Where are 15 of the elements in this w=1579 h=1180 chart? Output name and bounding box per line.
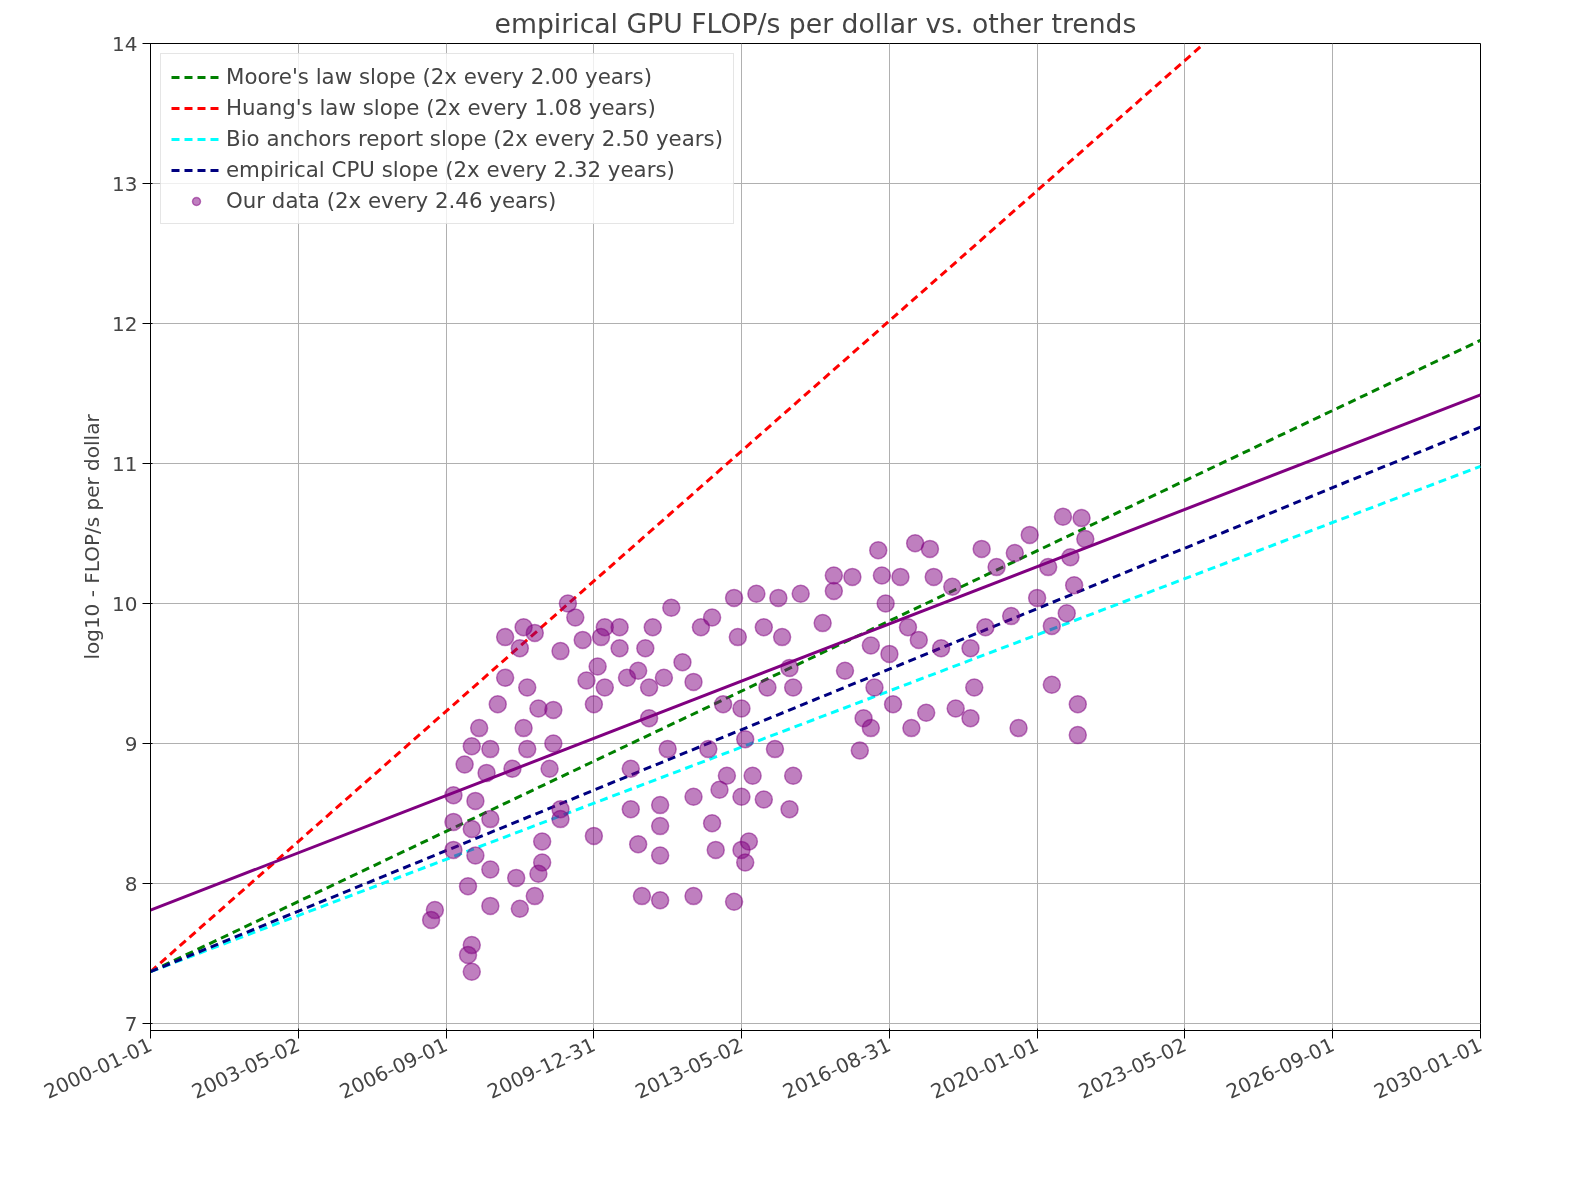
y-tick-label: 14: [112, 31, 138, 56]
legend-label: Bio anchors report slope (2x every 2.50 years): [226, 126, 723, 151]
y-axis-title: log10 - FLOP/s per dollar: [80, 413, 105, 660]
y-tick-label: 13: [112, 171, 138, 196]
y-tick-label: 9: [124, 731, 138, 756]
chart-title: empirical GPU FLOP/s per dollar vs. other trends: [494, 7, 1137, 39]
legend-label: empirical CPU slope (2x every 2.32 years): [226, 157, 675, 182]
y-tick-label: 11: [112, 451, 138, 476]
legend-label: Our data (2x every 2.46 years): [226, 188, 557, 213]
y-tick-label: 8: [124, 871, 138, 896]
y-tick-label: 12: [112, 311, 138, 336]
y-tick-label: 7: [124, 1011, 138, 1036]
legend-label: Moore's law slope (2x every 2.00 years): [226, 64, 653, 89]
legend-label: Huang's law slope (2x every 1.08 years): [226, 95, 656, 120]
y-tick-label: 10: [112, 591, 138, 616]
